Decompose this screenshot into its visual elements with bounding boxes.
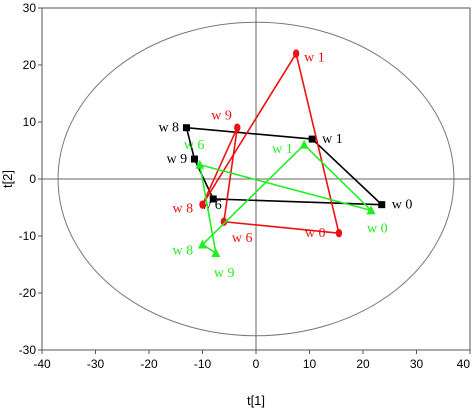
point-label: w 0 [367, 221, 388, 236]
point-label: w 6 [232, 231, 253, 246]
point-label: w 8 [173, 244, 194, 259]
point-label: w 9 [214, 266, 235, 281]
x-tick-label: 10 [303, 357, 317, 371]
series-connector [199, 163, 372, 212]
data-point [209, 195, 217, 203]
series-connector [223, 220, 340, 234]
point-label: w 6 [184, 138, 205, 153]
data-point [299, 139, 309, 149]
data-point [234, 123, 241, 132]
point-label: w 8 [173, 202, 194, 217]
data-point [308, 135, 316, 143]
y-axis-title: t[2] [0, 170, 15, 188]
series-connector [303, 144, 372, 211]
series-connector [201, 127, 239, 205]
data-point [190, 155, 198, 163]
data-point [378, 201, 386, 209]
y-tick-label: 10 [23, 115, 37, 129]
data-point [199, 200, 206, 209]
y-tick-label: -20 [19, 286, 37, 300]
y-tick-label: 30 [23, 1, 37, 15]
y-tick-label: 0 [29, 172, 36, 186]
x-tick-label: 20 [356, 357, 370, 371]
series-connector [201, 144, 305, 246]
point-label: w 0 [392, 198, 413, 213]
data-point [366, 205, 376, 215]
series: w 0 w 1 w 6 w 8 w 9 [173, 49, 343, 246]
y-tick-label: -10 [19, 229, 37, 243]
data-point [198, 239, 207, 249]
series-layer: w 0w 1w 6w 8w 9w 0w 1w 6w 8w 9w 0w 1w 6w… [158, 49, 412, 281]
x-tick-label: 30 [410, 357, 424, 371]
x-tick-label: -10 [194, 357, 212, 371]
x-tick-label: -20 [140, 357, 158, 371]
data-point [182, 124, 190, 132]
series-connector [186, 126, 313, 140]
x-tick-label: 40 [457, 357, 471, 371]
point-label: w 9 [166, 152, 187, 167]
x-tick-label: -40 [33, 357, 51, 371]
point-label: w 8 [158, 121, 179, 136]
series-connector [295, 53, 340, 234]
x-tick-label: -30 [87, 357, 105, 371]
y-tick-label: 20 [23, 58, 37, 72]
x-tick-label: 0 [253, 357, 260, 371]
data-point [195, 159, 205, 169]
y-axis-ticks: -30 -20 -10 0 10 20 30 [19, 1, 42, 357]
point-label: w 1 [304, 51, 325, 66]
series: w 0 w 1 w 6 w 8 w 9 [173, 138, 388, 281]
data-point [292, 49, 300, 58]
x-axis-title: t[1] [247, 393, 265, 408]
x-axis-ticks: -40 -30 -20 -10 0 10 20 30 40 [33, 350, 471, 371]
point-label: w 9 [211, 109, 232, 124]
series-connector [213, 198, 382, 206]
point-label: w 1 [272, 142, 293, 157]
series-connector [199, 164, 217, 254]
data-point [220, 217, 228, 226]
data-point [335, 228, 343, 238]
y-tick-label: -30 [19, 343, 37, 357]
point-label: w 0 [305, 226, 326, 241]
series-connector [223, 127, 239, 222]
data-point [211, 248, 221, 258]
series-connector [311, 138, 383, 206]
series-connector [185, 127, 196, 160]
point-label: w 1 [322, 132, 343, 147]
series-connector [201, 53, 297, 206]
